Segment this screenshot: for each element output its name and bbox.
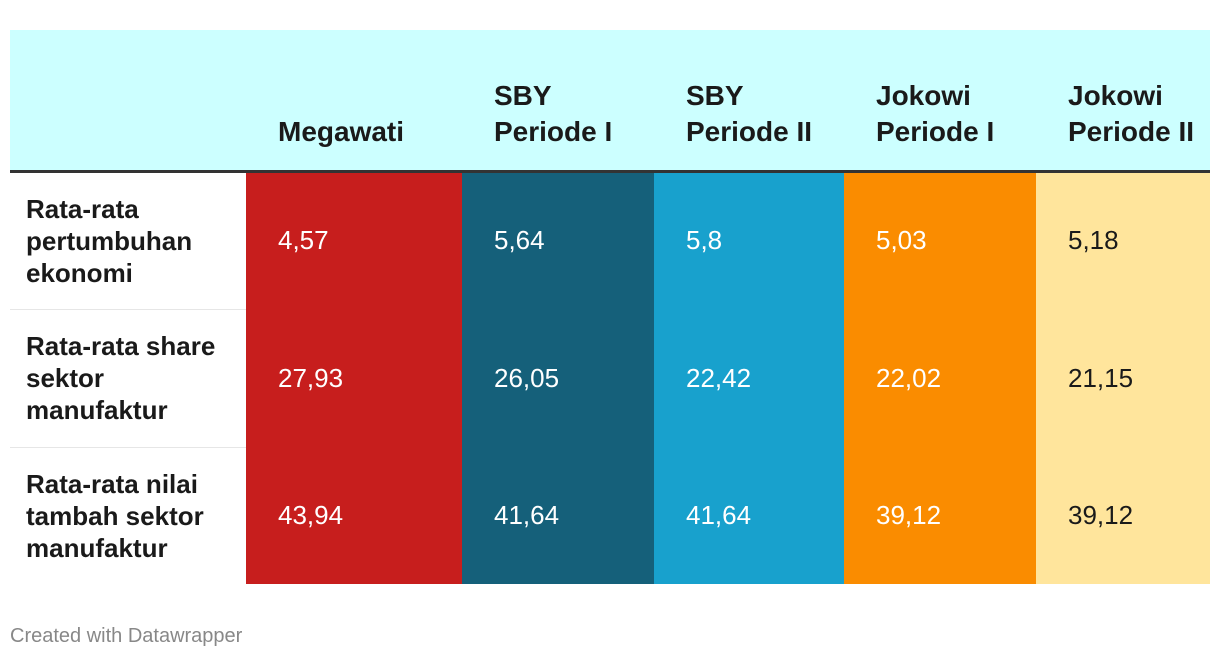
table-cell: 21,15 [1036,309,1210,447]
table-cell: 39,12 [844,447,1036,584]
table-row: Rata-rata share sektor manufaktur 27,93 … [10,309,1210,448]
row-label: Rata-rata share sektor manufaktur [10,309,246,448]
table-cell: 5,64 [462,171,654,309]
table-cell: 5,8 [654,171,844,309]
data-table: Megawati SBY Periode I SBY Periode II Jo… [10,30,1210,584]
table-cell: 41,64 [654,447,844,584]
header-cell-empty [10,30,246,173]
row-label: Rata-rata pertumbuhan ekonomi [10,171,246,310]
table-cell: 5,18 [1036,171,1210,309]
header-cell-jokowi-periode-1: Jokowi Periode I [844,30,1036,173]
table-row: Rata-rata nilai tambah sektor manufaktur… [10,447,1210,584]
header-cell-jokowi-periode-2: Jokowi Periode II [1036,30,1210,173]
table-cell: 22,02 [844,309,1036,447]
table-header-row: Megawati SBY Periode I SBY Periode II Jo… [10,30,1210,173]
header-cell-sby-periode-2: SBY Periode II [654,30,844,173]
table-cell: 39,12 [1036,447,1210,584]
table-row: Rata-rata pertumbuhan ekonomi 4,57 5,64 … [10,171,1210,310]
table-cell: 41,64 [462,447,654,584]
header-cell-megawati: Megawati [246,30,462,173]
row-label: Rata-rata nilai tambah sektor manufaktur [10,447,246,584]
datawrapper-credit[interactable]: Created with Datawrapper [10,625,243,647]
table-cell: 43,94 [246,447,462,584]
table-cell: 27,93 [246,309,462,447]
table-cell: 22,42 [654,309,844,447]
header-cell-sby-periode-1: SBY Periode I [462,30,654,173]
table-cell: 5,03 [844,171,1036,309]
table-cell: 4,57 [246,171,462,309]
table-cell: 26,05 [462,309,654,447]
data-table-container: Megawati SBY Periode I SBY Periode II Jo… [10,30,1210,584]
